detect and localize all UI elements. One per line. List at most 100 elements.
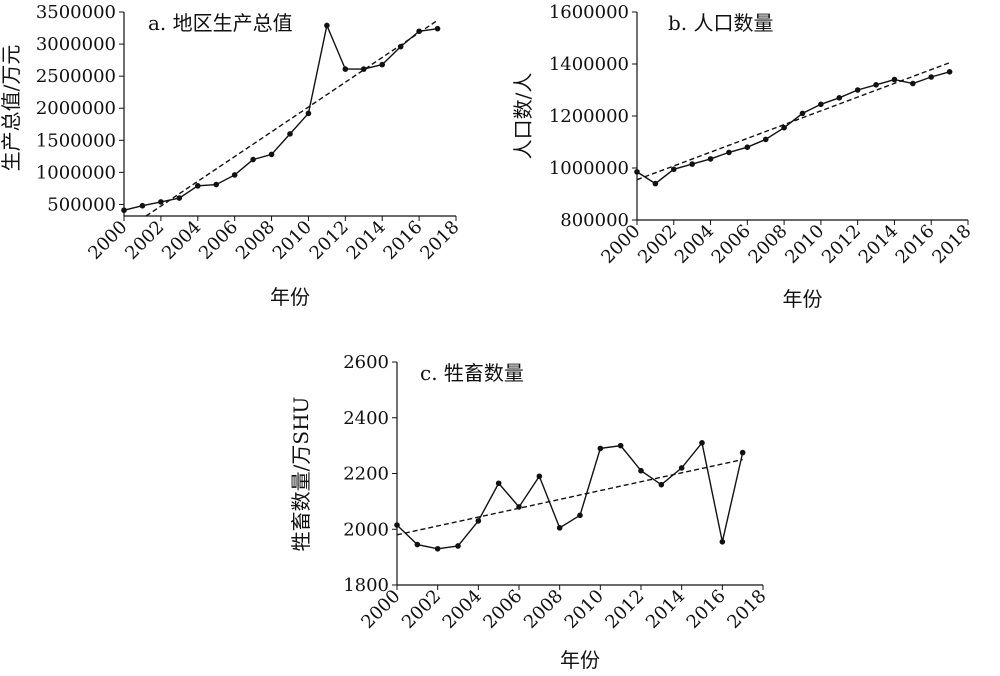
- x-axis-title: 年份: [783, 287, 823, 311]
- x-tick-label: 2008: [520, 586, 567, 633]
- data-point: [495, 480, 502, 487]
- x-tick-label: 2018: [416, 217, 463, 264]
- y-tick-label: 1500000: [36, 130, 116, 151]
- data-point: [305, 110, 312, 117]
- data-point: [781, 124, 787, 131]
- y-tick-label: 1000000: [36, 162, 116, 183]
- data-point: [434, 25, 441, 32]
- x-tick-label: 2008: [744, 221, 791, 268]
- y-tick-label: 2500000: [36, 66, 116, 87]
- x-tick-label: 2004: [439, 586, 486, 633]
- y-tick-label: 1200000: [549, 106, 629, 127]
- y-tick-label: 2600: [343, 352, 389, 373]
- x-tick-label: 2002: [634, 221, 681, 268]
- x-tick-label: 2010: [269, 217, 316, 264]
- data-point: [836, 95, 843, 101]
- data-point: [536, 473, 543, 480]
- x-tick-label: 2018: [928, 221, 975, 268]
- chart-title: a. 地区生产总值: [148, 11, 293, 35]
- data-point: [213, 181, 220, 188]
- data-point: [121, 207, 127, 214]
- data-point: [139, 202, 146, 209]
- series-line: [396, 441, 744, 550]
- y-tick-label: 500000: [47, 194, 116, 215]
- y-axis-title: 人口数/人: [511, 73, 535, 160]
- data-point: [719, 538, 726, 545]
- data-point: [287, 131, 293, 137]
- data-point: [638, 467, 644, 474]
- x-tick-label: 2006: [195, 217, 242, 264]
- data-point: [434, 545, 441, 552]
- data-point: [597, 445, 604, 452]
- trend-line: [145, 19, 438, 217]
- data-point: [689, 161, 695, 167]
- data-point: [577, 512, 583, 519]
- data-point: [762, 136, 769, 143]
- data-point: [617, 442, 624, 449]
- y-axis-title: 生产总值/万元: [0, 45, 23, 172]
- data-point: [799, 110, 806, 117]
- data-point: [158, 199, 164, 205]
- data-point: [739, 449, 746, 456]
- data-point: [946, 69, 953, 75]
- x-tick-label: 2016: [379, 217, 426, 264]
- data-point: [556, 525, 563, 531]
- data-point: [455, 543, 461, 549]
- data-point: [342, 66, 349, 72]
- x-tick-label: 2004: [671, 221, 718, 268]
- y-tick-label: 2000000: [36, 98, 116, 119]
- data-point: [699, 440, 705, 446]
- trend-line: [396, 458, 743, 536]
- data-point: [194, 183, 201, 189]
- y-tick-label: 2400: [343, 408, 389, 429]
- y-tick-label: 3500000: [36, 2, 116, 23]
- data-point: [397, 43, 404, 50]
- x-tick-label: 2002: [398, 586, 445, 633]
- x-tick-label: 2018: [723, 586, 770, 633]
- x-tick-label: 2012: [601, 586, 648, 633]
- chart-panel-population: 8000001000000120000014000001600000200020…: [511, 2, 976, 311]
- chart-panel-gdp: 500000 1000000 1500000 2000000 2500000 300000…: [0, 2, 464, 309]
- y-tick-label: 1800: [343, 575, 389, 596]
- data-point: [268, 151, 275, 158]
- x-tick-label: 2016: [683, 586, 730, 633]
- y-axis-title: 牲畜数量/万SHU: [289, 397, 313, 552]
- x-tick-label: 2010: [561, 586, 608, 633]
- x-tick-label: 2010: [781, 221, 828, 268]
- x-tick-label: 2000: [84, 217, 131, 264]
- data-point: [670, 166, 677, 173]
- data-point: [414, 541, 421, 548]
- data-point: [475, 518, 482, 524]
- x-tick-label: 2008: [232, 217, 279, 264]
- data-point: [324, 22, 330, 29]
- data-point: [652, 180, 659, 187]
- x-tick-label: 2012: [818, 221, 865, 268]
- chart-title: c. 牲畜数量: [420, 361, 524, 385]
- data-point: [231, 172, 238, 178]
- series-line: [636, 71, 950, 185]
- data-point: [707, 156, 714, 162]
- data-point: [854, 87, 861, 93]
- series-line: [123, 23, 438, 211]
- y-tick-label: 1600000: [549, 2, 629, 23]
- y-tick-label: 1400000: [549, 54, 629, 75]
- data-point: [726, 149, 732, 156]
- data-point: [891, 76, 898, 83]
- data-point: [360, 66, 367, 72]
- data-point: [176, 195, 183, 201]
- data-point: [910, 80, 916, 87]
- data-point: [678, 465, 685, 471]
- x-tick-label: 2004: [158, 217, 205, 264]
- x-tick-label: 2014: [642, 586, 689, 633]
- y-tick-label: 1000000: [549, 158, 629, 179]
- x-tick-label: 2012: [306, 217, 353, 264]
- data-point: [250, 156, 256, 163]
- x-tick-label: 2006: [479, 586, 526, 633]
- data-point: [928, 74, 935, 80]
- data-point: [516, 504, 522, 510]
- data-point: [379, 61, 386, 68]
- chart-panel-livestock: 1800200022002400260020002002200420062008…: [289, 352, 771, 672]
- y-tick-label: 3000000: [36, 34, 116, 55]
- chart-title: b. 人口数量: [668, 11, 774, 35]
